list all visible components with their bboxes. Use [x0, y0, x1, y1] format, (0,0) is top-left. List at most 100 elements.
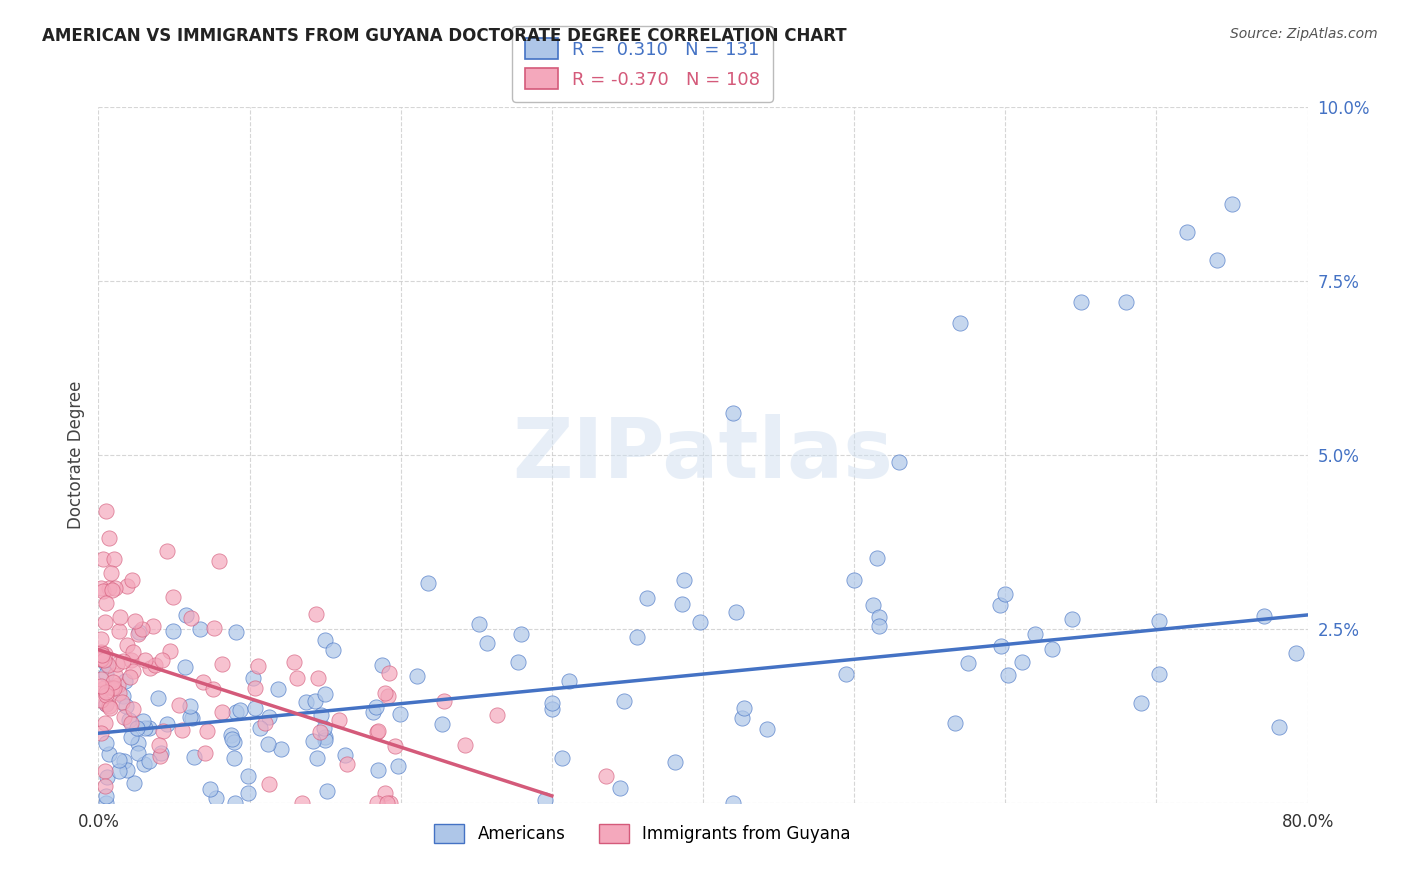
Point	[361, 705, 384, 719]
Point	[723, 406, 745, 420]
Point	[236, 786, 259, 800]
Point	[257, 777, 280, 791]
Point	[152, 723, 174, 738]
Point	[127, 736, 149, 750]
Point	[609, 781, 631, 796]
Point	[138, 721, 160, 735]
Point	[108, 610, 131, 624]
Point	[211, 706, 233, 720]
Point	[834, 666, 856, 681]
Point	[120, 716, 142, 731]
Point	[105, 657, 128, 672]
Point	[367, 763, 389, 777]
Point	[367, 724, 389, 739]
Point	[485, 707, 508, 722]
Point	[162, 590, 184, 604]
Point	[93, 551, 115, 566]
Point	[314, 632, 336, 647]
Point	[1024, 626, 1046, 640]
Point	[454, 738, 477, 752]
Point	[162, 624, 184, 639]
Point	[179, 698, 201, 713]
Point	[101, 674, 124, 689]
Point	[943, 716, 966, 731]
Point	[225, 624, 247, 639]
Point	[868, 610, 890, 624]
Point	[111, 695, 134, 709]
Point	[387, 759, 409, 773]
Point	[90, 632, 112, 647]
Point	[94, 789, 117, 804]
Point	[221, 732, 243, 747]
Point	[108, 624, 131, 638]
Point	[468, 616, 491, 631]
Point	[96, 688, 118, 702]
Point	[98, 532, 121, 546]
Point	[94, 764, 117, 778]
Point	[180, 611, 202, 625]
Point	[138, 754, 160, 768]
Point	[174, 660, 197, 674]
Point	[134, 653, 156, 667]
Point	[90, 652, 112, 666]
Point	[90, 648, 112, 662]
Point	[366, 724, 388, 739]
Text: ZIPatlas: ZIPatlas	[513, 415, 893, 495]
Point	[384, 739, 406, 753]
Point	[378, 665, 401, 680]
Point	[197, 723, 219, 738]
Point	[307, 672, 329, 686]
Point	[97, 582, 120, 596]
Point	[374, 685, 396, 699]
Point	[956, 656, 979, 670]
Point	[97, 747, 120, 762]
Point	[120, 730, 142, 744]
Point	[295, 695, 318, 709]
Point	[181, 710, 204, 724]
Point	[167, 698, 190, 712]
Point	[1115, 294, 1137, 309]
Point	[90, 646, 112, 660]
Point	[174, 608, 197, 623]
Point	[865, 551, 887, 566]
Point	[988, 598, 1011, 612]
Point	[108, 753, 131, 767]
Point	[254, 715, 277, 730]
Point	[191, 674, 214, 689]
Point	[366, 796, 388, 810]
Point	[322, 643, 344, 657]
Point	[90, 648, 112, 662]
Point	[97, 658, 120, 673]
Point	[949, 316, 972, 330]
Point	[114, 673, 136, 688]
Point	[1011, 655, 1033, 669]
Point	[202, 621, 225, 635]
Point	[101, 681, 124, 695]
Point	[335, 747, 357, 762]
Point	[267, 681, 290, 696]
Point	[188, 622, 211, 636]
Point	[90, 679, 112, 693]
Point	[509, 627, 531, 641]
Point	[100, 566, 122, 581]
Point	[1285, 646, 1308, 660]
Point	[94, 648, 117, 662]
Point	[304, 694, 326, 708]
Point	[90, 644, 112, 658]
Point	[558, 673, 581, 688]
Point	[1070, 294, 1092, 309]
Point	[134, 721, 156, 735]
Point	[205, 791, 228, 805]
Point	[112, 709, 135, 723]
Point	[314, 730, 336, 744]
Point	[242, 671, 264, 685]
Point	[724, 605, 747, 619]
Point	[159, 643, 181, 657]
Point	[377, 690, 399, 704]
Point	[107, 764, 129, 779]
Point	[671, 597, 693, 611]
Point	[118, 713, 141, 727]
Point	[243, 701, 266, 715]
Point	[183, 750, 205, 764]
Point	[256, 737, 278, 751]
